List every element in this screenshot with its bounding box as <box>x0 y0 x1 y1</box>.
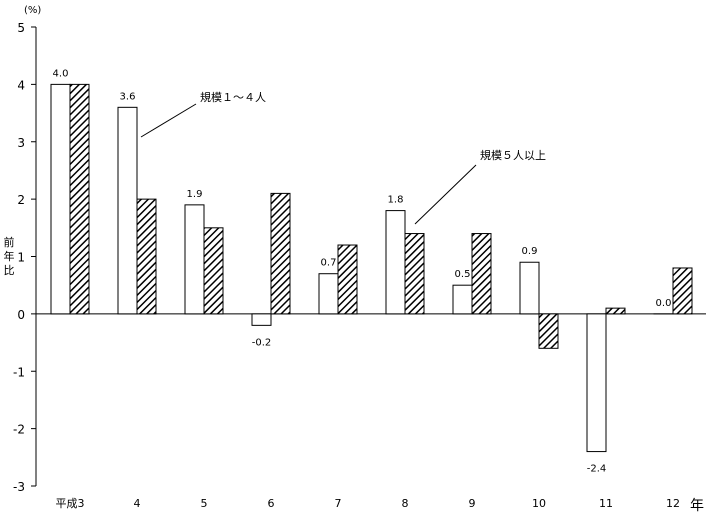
unit-label: (%) <box>24 5 41 16</box>
y-tick-label: 0 <box>17 308 25 322</box>
y-title-char: 前 <box>4 235 15 249</box>
bar-series-1 <box>452 284 473 315</box>
data-label: 1.9 <box>187 189 203 200</box>
bar-series-2 <box>672 267 693 315</box>
bar-series-1 <box>586 313 607 453</box>
bar-series-1 <box>50 83 71 315</box>
data-label: 0.5 <box>455 269 471 280</box>
data-label: 0.0 <box>656 298 672 309</box>
bar-series-2 <box>270 192 291 315</box>
y-tick-label: 1 <box>17 251 25 265</box>
bar-series-1 <box>519 261 540 315</box>
x-tick-label: 12 <box>666 497 680 510</box>
callout-label-series-2: 規模５人以上 <box>480 148 546 162</box>
y-tick-label: -2 <box>13 423 25 437</box>
x-tick-label: 5 <box>201 497 208 510</box>
y-tick-label: 3 <box>17 136 25 150</box>
bar-series-2 <box>605 307 626 315</box>
data-label: 4.0 <box>53 68 69 79</box>
bar-series-2 <box>337 244 358 315</box>
y-axis-title: 前年比 <box>4 235 15 277</box>
bar-series-1 <box>318 273 339 315</box>
data-label: -0.2 <box>252 337 272 348</box>
callout-line-series-1 <box>140 103 197 138</box>
x-tick-label: 4 <box>134 497 141 510</box>
data-label: 1.8 <box>388 195 404 206</box>
data-label: 0.7 <box>321 258 337 269</box>
bar-series-2 <box>203 227 224 315</box>
x-tick-label: 10 <box>532 497 546 510</box>
bar-series-2 <box>69 83 90 315</box>
bar-series-1 <box>385 210 406 315</box>
bar-series-2 <box>471 233 492 315</box>
bar-series-1 <box>251 313 272 326</box>
y-tick-label: 4 <box>17 78 25 92</box>
data-label: -2.4 <box>587 464 607 475</box>
x-tick-label: 11 <box>599 497 613 510</box>
y-ticks: 5 4 3 2 1 0 -1 -2 -3 <box>13 21 36 494</box>
data-label: 3.6 <box>120 91 136 102</box>
callout-label-series-1: 規模１～４人 <box>200 90 266 104</box>
x-tick-label: 平成3 <box>56 497 85 510</box>
y-tick-label: -3 <box>13 480 25 494</box>
x-ticks: 平成3 4 5 6 7 8 9 10 11 12 <box>56 497 681 510</box>
bars <box>50 83 693 453</box>
y-title-char: 年 <box>4 249 15 263</box>
x-tick-label: 8 <box>402 497 409 510</box>
data-labels: 4.0 3.6 1.9 -0.2 0.7 1.8 0.5 0.9 -2.4 0.0 <box>53 68 672 474</box>
bar-series-2 <box>404 233 425 315</box>
y-tick-label: 5 <box>17 21 25 35</box>
bar-series-2 <box>136 198 157 315</box>
y-title-char: 比 <box>4 264 15 277</box>
bar-series-2 <box>538 313 559 349</box>
x-axis-title: 年 <box>690 498 704 514</box>
y-tick-label: 2 <box>17 193 25 207</box>
y-tick-label: -1 <box>13 365 25 379</box>
x-tick-label: 6 <box>268 497 275 510</box>
data-label: 0.9 <box>522 246 538 257</box>
bar-series-1 <box>117 106 138 315</box>
x-tick-label: 9 <box>469 497 476 510</box>
bar-series-1 <box>184 204 205 315</box>
x-tick-label: 7 <box>335 497 342 510</box>
callout-line-series-2 <box>414 164 477 225</box>
